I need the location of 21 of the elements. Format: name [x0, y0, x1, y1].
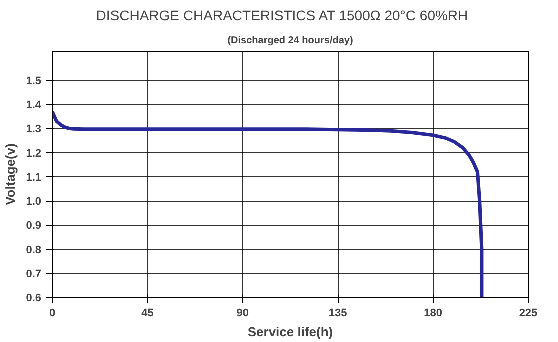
chart-title: DISCHARGE CHARACTERISTICS AT 1500Ω 20°C 60%RH [96, 8, 468, 24]
x-tick-label: 45 [142, 308, 154, 320]
line-series [52, 110, 484, 298]
y-tick-label: 0.6 [26, 292, 42, 304]
x-tick-label: 90 [236, 308, 250, 320]
y-axis-title: Voltage(v) [3, 144, 18, 206]
y-tick-label: 1.1 [26, 172, 42, 184]
y-tick-label: 0.9 [26, 220, 42, 232]
y-tick-label: 0.7 [26, 268, 42, 280]
x-tick-label: 0 [49, 308, 56, 320]
x-axis-title: Service life(h) [248, 324, 334, 340]
x-tick-label: 135 [328, 308, 348, 320]
y-tick-label: 1.4 [26, 100, 42, 112]
x-tick-label: 225 [519, 308, 538, 320]
y-tick-label: 0.8 [26, 244, 42, 256]
x-tick-label: 180 [424, 308, 442, 320]
y-tick-label: 1.2 [26, 148, 42, 160]
y-tick-label: 1.5 [26, 75, 42, 88]
chart-subtitle: (Discharged 24 hours/day) [228, 36, 354, 46]
y-tick-label: 1.3 [26, 124, 42, 136]
y-tick-label: 1.0 [26, 196, 42, 208]
